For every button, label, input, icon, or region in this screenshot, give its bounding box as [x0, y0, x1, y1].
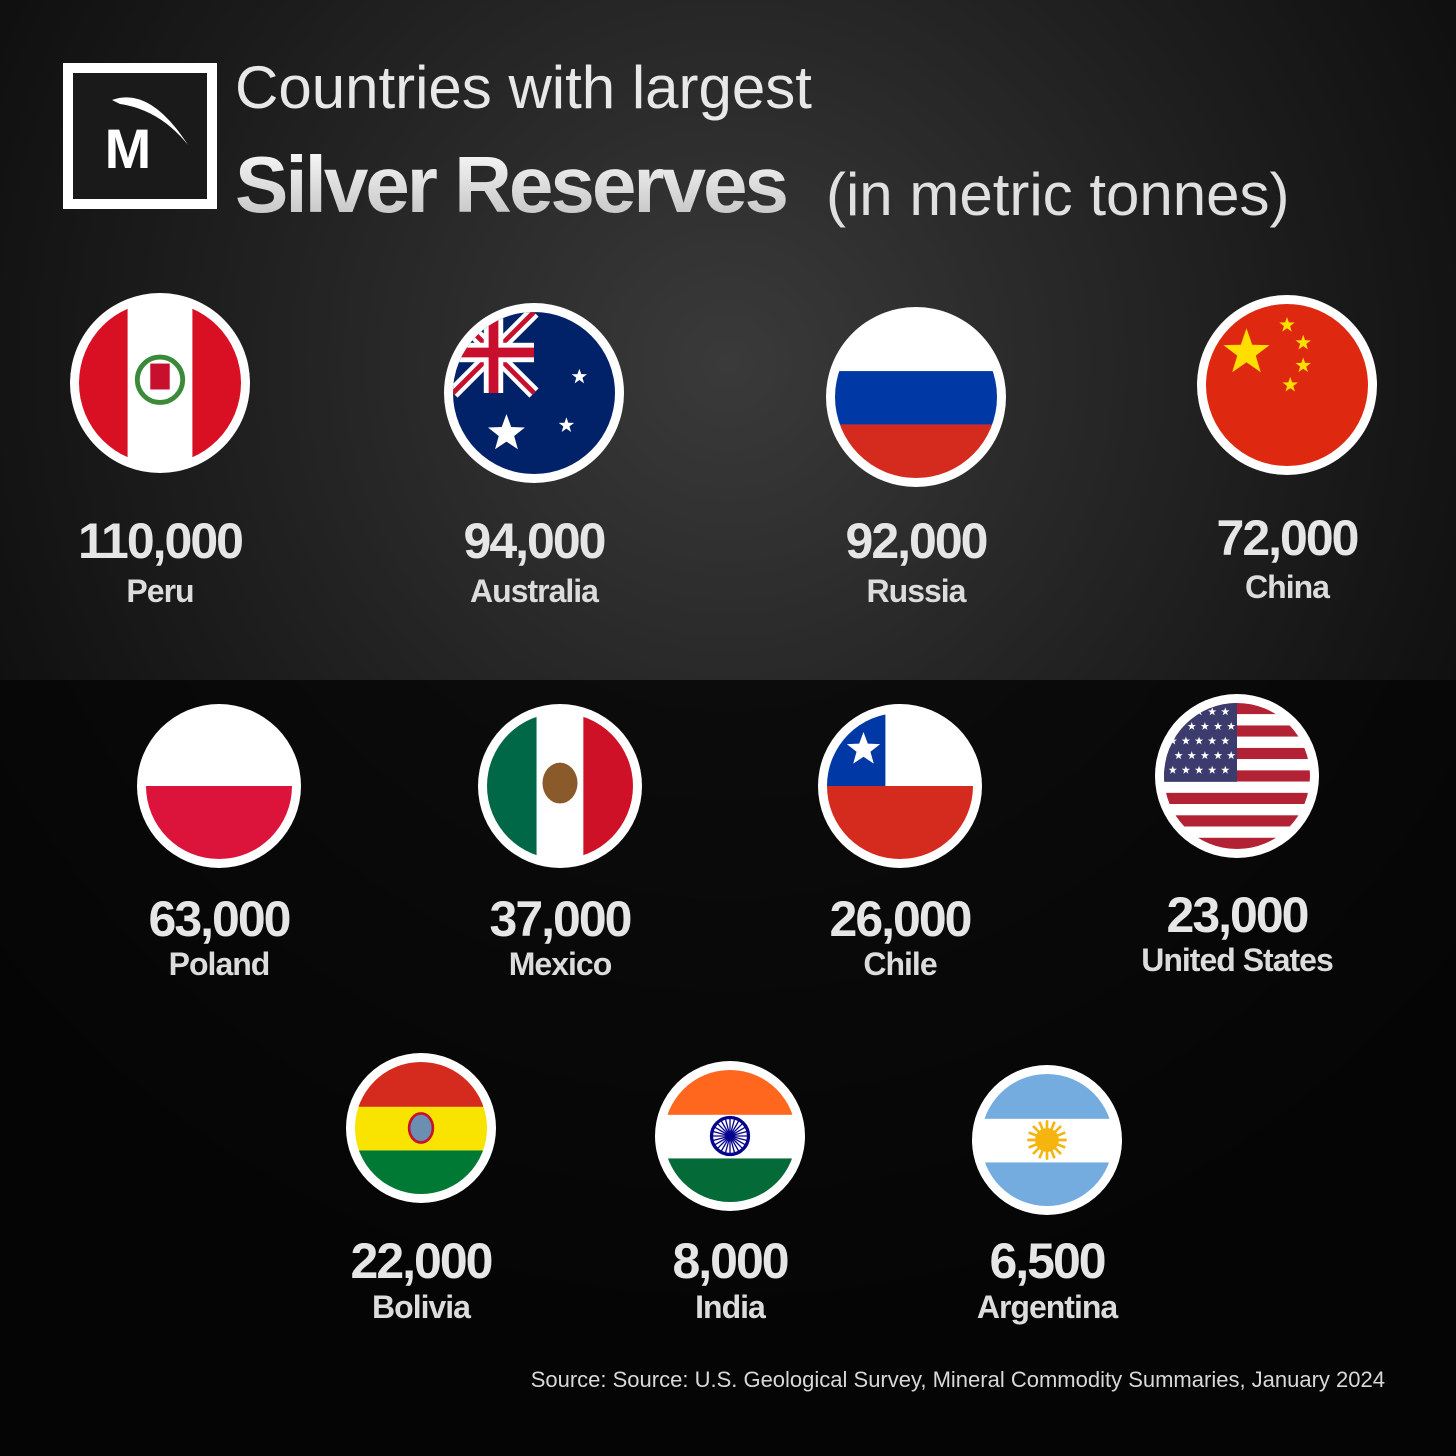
flag — [355, 1062, 487, 1194]
reserve-value: 23,000 — [1167, 887, 1308, 943]
title: Silver Reserves — [235, 140, 787, 229]
flag-part — [1295, 334, 1311, 350]
flag-part — [1208, 736, 1217, 745]
country-card: 110,000 Peru — [70, 293, 250, 609]
reserve-value: 92,000 — [846, 513, 987, 569]
flag-part — [1164, 815, 1310, 827]
flag-part — [835, 371, 997, 425]
flag-part — [487, 414, 525, 450]
title-line: Countries with largest — [235, 54, 812, 121]
reserve-value: 63,000 — [149, 891, 290, 947]
logo-pick — [112, 97, 188, 145]
country-name: Russia — [867, 573, 967, 609]
flag-part — [1181, 765, 1191, 774]
reserve-value: 72,000 — [1217, 510, 1358, 566]
reserve-value: 26,000 — [830, 891, 971, 947]
country-card: 92,000 Russia — [826, 307, 1006, 609]
flag-part — [150, 363, 170, 390]
country-name: Chile — [863, 946, 936, 982]
flag — [835, 316, 997, 478]
flag-part — [1226, 751, 1236, 760]
flag-part — [1194, 736, 1204, 745]
flag — [664, 1070, 796, 1202]
flag-part — [711, 1130, 749, 1142]
reserve-value: 22,000 — [351, 1233, 492, 1289]
country-name: Mexico — [509, 946, 612, 982]
flag-part — [1187, 721, 1196, 730]
country-name: India — [695, 1289, 766, 1325]
flag — [79, 302, 241, 464]
flag-part — [571, 368, 588, 384]
country-name: Bolivia — [372, 1289, 471, 1325]
flag-part — [1213, 721, 1223, 730]
reserve-value: 8,000 — [672, 1233, 787, 1289]
flag-part — [1282, 376, 1298, 392]
flag — [146, 713, 292, 859]
flag-part — [1164, 837, 1310, 849]
flag-part — [1187, 751, 1196, 760]
flag-part — [1164, 792, 1310, 805]
country-name: Australia — [470, 573, 599, 609]
flag-part — [1208, 765, 1217, 774]
country-card: 94,000 Australia — [444, 303, 624, 609]
flag-part — [1164, 804, 1310, 816]
flag-part — [1223, 328, 1270, 373]
country-name: Peru — [126, 573, 193, 609]
country-name: Poland — [169, 946, 270, 982]
flag-part — [453, 347, 534, 358]
flag-part — [1194, 765, 1204, 774]
subtitle: (in metric tonnes) — [826, 161, 1289, 228]
country-name: United States — [1141, 942, 1333, 978]
flag-part — [1168, 765, 1177, 774]
flag-part — [1221, 765, 1230, 774]
logo: M — [63, 63, 217, 209]
flag-part — [1164, 826, 1310, 838]
flag-part — [1208, 707, 1217, 716]
flag-emblem — [407, 1112, 435, 1144]
flag-part — [558, 417, 575, 432]
flag-part — [1174, 751, 1183, 760]
flag-part — [846, 731, 881, 764]
country-name: Argentina — [977, 1289, 1119, 1325]
reserve-value: 6,500 — [989, 1233, 1104, 1289]
reserve-value: 37,000 — [490, 891, 631, 947]
flag-part — [1295, 357, 1311, 373]
flag-part — [1213, 751, 1223, 760]
reserve-value: 110,000 — [78, 513, 242, 569]
source: Source: Source: U.S. Geological Survey, … — [531, 1367, 1385, 1392]
flag — [1164, 703, 1310, 849]
logo-box — [63, 63, 217, 209]
flag-emblem — [134, 354, 186, 405]
flag-part — [1181, 736, 1191, 745]
flag — [1206, 304, 1368, 466]
flag — [827, 713, 973, 859]
flag — [981, 1074, 1113, 1206]
logo-letter: M — [105, 117, 152, 180]
flag-part — [1226, 721, 1236, 730]
flag-part — [1221, 707, 1230, 716]
reserve-value: 94,000 — [464, 513, 605, 569]
flag — [487, 713, 633, 859]
country-name: China — [1245, 569, 1330, 605]
flag-part — [1164, 781, 1310, 793]
flag-emblem — [542, 762, 578, 804]
flag-emblem — [1035, 1128, 1059, 1152]
flag-part — [1221, 736, 1230, 745]
flag-part — [1200, 721, 1210, 730]
flag — [453, 312, 615, 474]
flag-part — [1279, 316, 1295, 332]
flag-part — [1200, 751, 1210, 760]
